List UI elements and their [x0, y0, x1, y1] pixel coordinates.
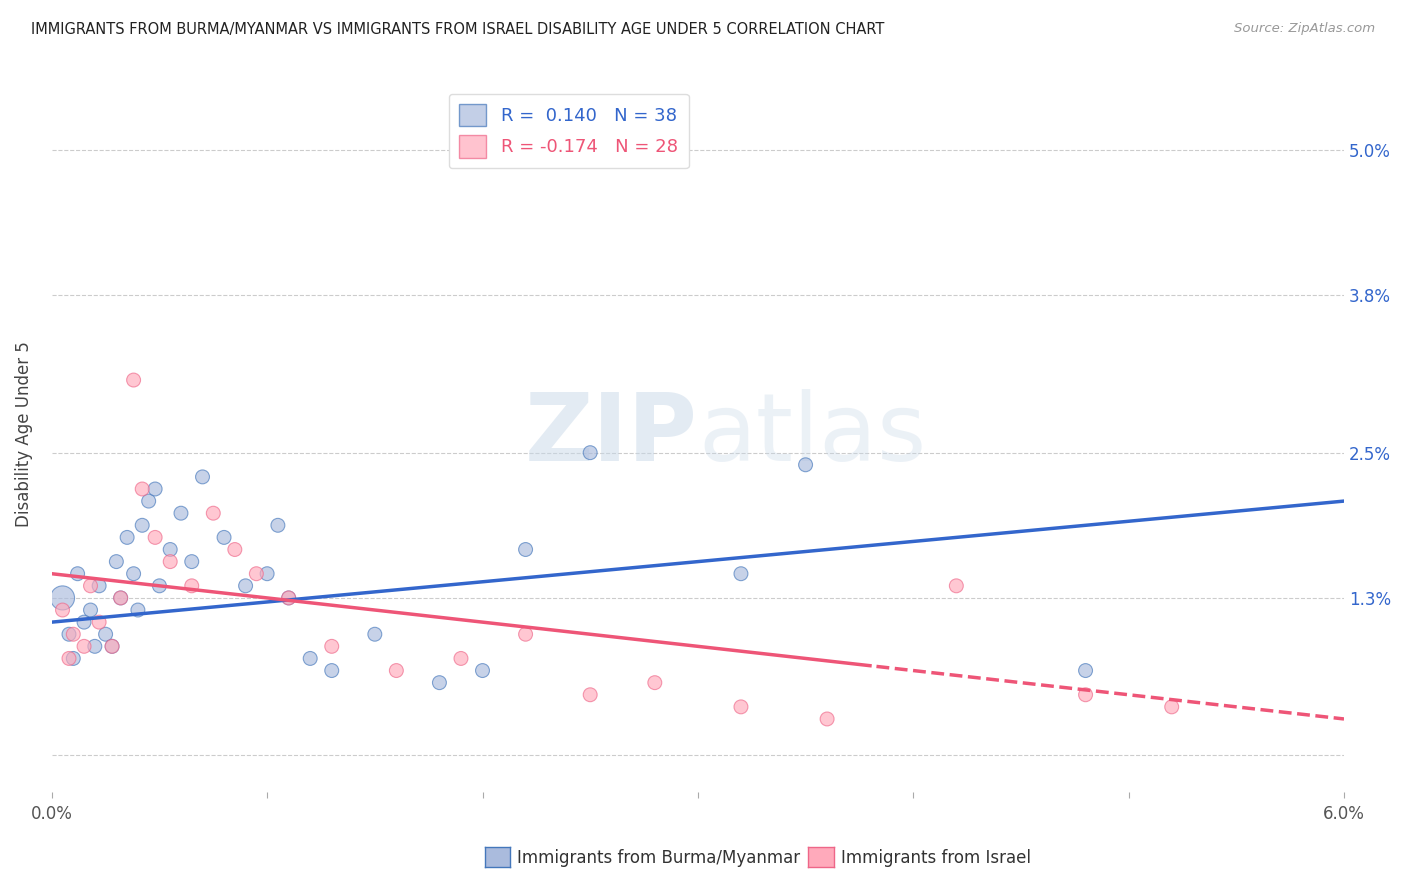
- Point: [115, 530, 138, 544]
- Point: [79, 603, 101, 617]
- Point: [79, 579, 101, 593]
- Point: [110, 591, 132, 605]
- Point: [122, 373, 145, 387]
- Point: [730, 699, 752, 714]
- Point: [267, 518, 290, 533]
- Point: [202, 506, 225, 520]
- Point: [122, 566, 145, 581]
- Point: [321, 640, 343, 654]
- Point: [794, 458, 817, 472]
- Point: [515, 627, 537, 641]
- Point: [644, 675, 666, 690]
- Point: [89, 615, 111, 629]
- Point: [212, 530, 235, 544]
- Point: [299, 651, 322, 665]
- Point: [224, 542, 246, 557]
- Point: [94, 627, 117, 641]
- Point: [83, 640, 105, 654]
- Point: [62, 651, 84, 665]
- Point: [101, 640, 124, 654]
- Point: [143, 530, 166, 544]
- Point: [51, 603, 73, 617]
- Point: [143, 482, 166, 496]
- Point: [364, 627, 387, 641]
- Point: [58, 651, 80, 665]
- Point: [1074, 688, 1097, 702]
- Point: [131, 518, 153, 533]
- Y-axis label: Disability Age Under 5: Disability Age Under 5: [15, 342, 32, 527]
- Point: [730, 566, 752, 581]
- Point: [73, 640, 96, 654]
- Point: [579, 445, 602, 459]
- Text: IMMIGRANTS FROM BURMA/MYANMAR VS IMMIGRANTS FROM ISRAEL DISABILITY AGE UNDER 5 C: IMMIGRANTS FROM BURMA/MYANMAR VS IMMIGRA…: [31, 22, 884, 37]
- Point: [277, 591, 299, 605]
- Point: [180, 579, 202, 593]
- Point: [385, 664, 408, 678]
- Text: Source: ZipAtlas.com: Source: ZipAtlas.com: [1234, 22, 1375, 36]
- Point: [131, 482, 153, 496]
- Point: [245, 566, 267, 581]
- Text: ZIP: ZIP: [524, 389, 697, 481]
- Point: [471, 664, 494, 678]
- Point: [256, 566, 278, 581]
- Point: [450, 651, 472, 665]
- Point: [235, 579, 257, 593]
- Point: [945, 579, 967, 593]
- Text: Immigrants from Israel: Immigrants from Israel: [841, 849, 1031, 867]
- Text: Immigrants from Burma/Myanmar: Immigrants from Burma/Myanmar: [517, 849, 800, 867]
- Point: [1074, 664, 1097, 678]
- Point: [148, 579, 170, 593]
- Point: [515, 542, 537, 557]
- Point: [66, 566, 89, 581]
- Point: [321, 664, 343, 678]
- Legend: R =  0.140   N = 38, R = -0.174   N = 28: R = 0.140 N = 38, R = -0.174 N = 28: [449, 94, 689, 169]
- Point: [89, 579, 111, 593]
- Point: [1160, 699, 1182, 714]
- Point: [101, 640, 124, 654]
- Point: [159, 555, 181, 569]
- Point: [579, 688, 602, 702]
- Point: [110, 591, 132, 605]
- Point: [73, 615, 96, 629]
- Point: [138, 494, 160, 508]
- Point: [815, 712, 838, 726]
- Point: [105, 555, 128, 569]
- Point: [51, 591, 73, 605]
- Point: [127, 603, 149, 617]
- Point: [429, 675, 451, 690]
- Point: [62, 627, 84, 641]
- Point: [191, 470, 214, 484]
- Point: [170, 506, 193, 520]
- Point: [180, 555, 202, 569]
- Point: [58, 627, 80, 641]
- Text: atlas: atlas: [697, 389, 927, 481]
- Point: [159, 542, 181, 557]
- Point: [277, 591, 299, 605]
